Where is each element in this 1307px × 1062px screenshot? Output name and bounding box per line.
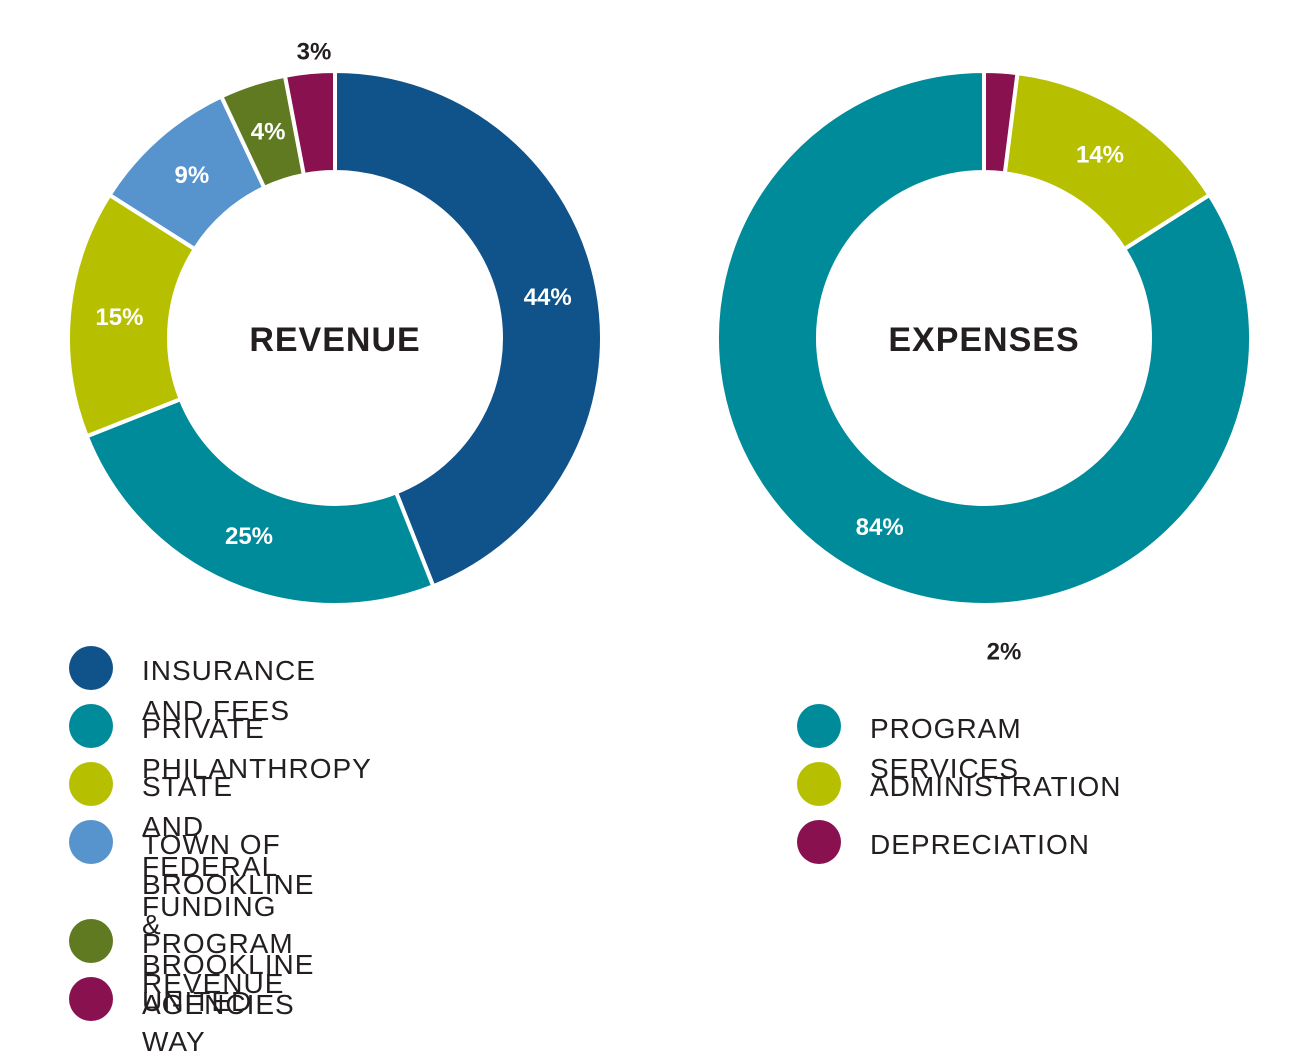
legend-swatch <box>797 820 841 864</box>
legend-item-depreciation: DEPRECIATION <box>797 820 1090 865</box>
slice-program-services <box>715 68 1253 607</box>
legend-label: INSURANCE AND FEES <box>142 655 316 726</box>
legend-swatch <box>69 762 113 806</box>
expenses-center-title: EXPENSES <box>888 321 1079 359</box>
legend-item-town-of-brookline: TOWN OF BROOKLINE & BROOKLINE AGENCIES <box>69 820 314 1025</box>
legend-label: STATE AND FEDERAL FUNDING <box>142 771 278 922</box>
legend-swatch <box>797 762 841 806</box>
legend-item-program-revenue: PROGRAM REVENUE <box>69 919 294 1004</box>
data-label-town-of-brookline-brookline-agencies: 9% <box>174 162 209 189</box>
legend-item-insurance-and-fees: INSURANCE AND FEES <box>69 646 316 731</box>
expenses-donut: 84% 14% 2% EXPENSES <box>715 68 1253 666</box>
legend-item-program-services: PROGRAM SERVICES <box>797 704 1022 789</box>
legend-swatch <box>69 820 113 864</box>
legend-swatch <box>69 646 113 690</box>
slice-private-philanthropy <box>84 396 436 607</box>
data-label-state-and-federal-funding: 15% <box>95 304 143 331</box>
legend-swatch <box>69 704 113 748</box>
data-label-administration: 14% <box>1076 142 1124 169</box>
revenue-center-title: REVENUE <box>249 321 420 359</box>
legend-item-state-and-federal-funding: STATE AND FEDERAL FUNDING <box>69 762 277 927</box>
data-label-program-services: 84% <box>856 514 904 541</box>
legend-label: UNITED WAY <box>142 986 253 1057</box>
legend-item-administration: ADMINISTRATION <box>797 762 1121 807</box>
legend-swatch <box>69 919 113 963</box>
legend-item-private-philanthropy: PRIVATE PHILANTHROPY <box>69 704 372 789</box>
legend-label: PRIVATE PHILANTHROPY <box>142 713 372 784</box>
slice-united-way <box>282 68 337 178</box>
legend-swatch <box>797 704 841 748</box>
revenue-donut: 44% 25% 15% 9% 4% 3% REVENUE <box>66 39 604 607</box>
slice-insurance-and-fees <box>333 68 604 589</box>
data-label-united-way: 3% <box>297 39 332 66</box>
legend-item-united-way: UNITED WAY <box>69 977 252 1062</box>
slice-depreciation <box>982 68 1020 176</box>
data-label-private-philanthropy: 25% <box>225 523 273 550</box>
legend-label: TOWN OF BROOKLINE & BROOKLINE AGENCIES <box>142 829 315 1020</box>
legend-label: PROGRAM REVENUE <box>142 928 294 999</box>
data-label-program-revenue: 4% <box>251 119 286 146</box>
data-label-insurance-and-fees: 44% <box>524 284 572 311</box>
data-label-depreciation: 2% <box>987 639 1022 666</box>
legend-swatch <box>69 977 113 1021</box>
legend-label: ADMINISTRATION <box>870 771 1122 802</box>
legend-label: DEPRECIATION <box>870 829 1090 860</box>
slice-administration <box>1002 70 1213 252</box>
legend-label: PROGRAM SERVICES <box>870 713 1022 784</box>
